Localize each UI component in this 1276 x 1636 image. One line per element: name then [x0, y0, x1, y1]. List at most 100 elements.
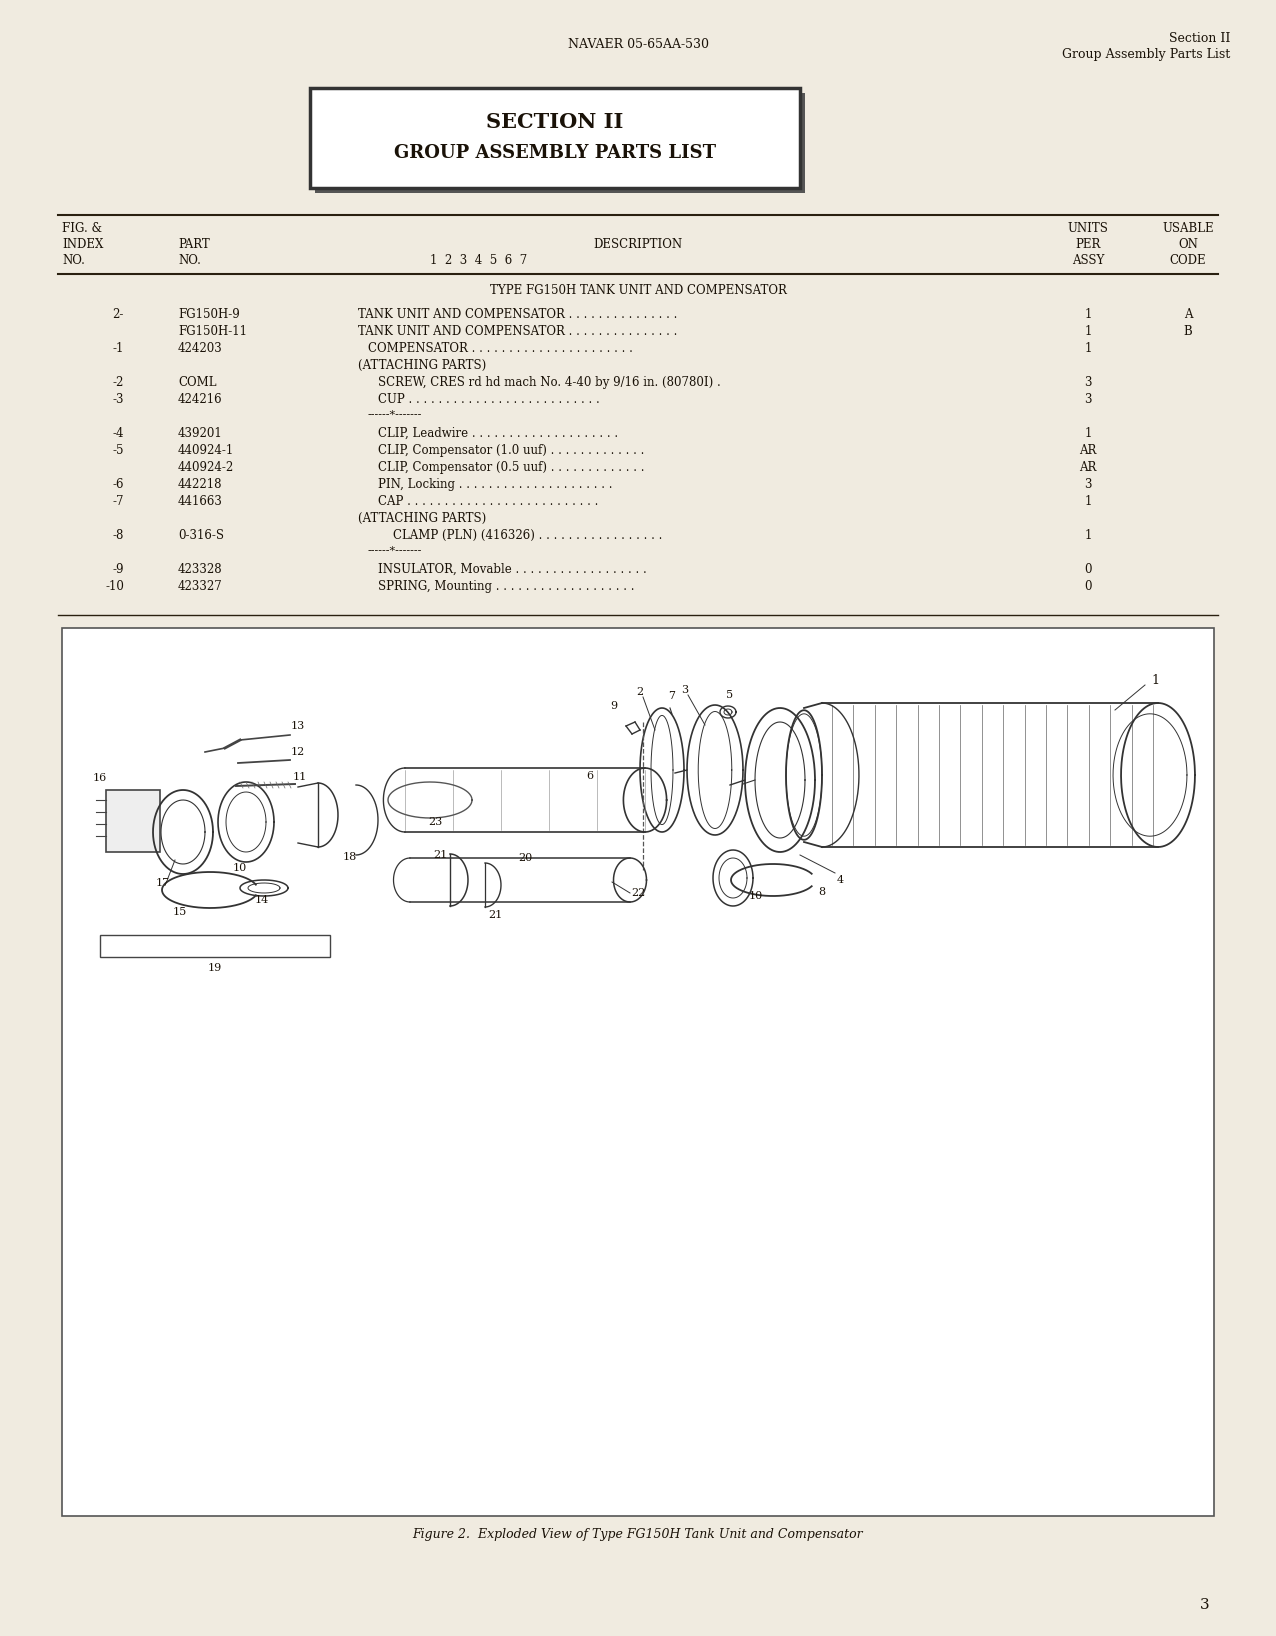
- Text: 2: 2: [637, 687, 643, 697]
- Bar: [100, 936, 330, 957]
- Text: 440924-1: 440924-1: [177, 443, 235, 456]
- Text: 1  2  3  4  5  6  7: 1 2 3 4 5 6 7: [430, 254, 527, 267]
- Text: NO.: NO.: [63, 254, 85, 267]
- Text: 0: 0: [1085, 563, 1092, 576]
- Text: CAP . . . . . . . . . . . . . . . . . . . . . . . . . .: CAP . . . . . . . . . . . . . . . . . . …: [378, 496, 598, 509]
- Text: FIG. &: FIG. &: [63, 222, 102, 236]
- Text: 21: 21: [433, 851, 447, 861]
- Text: -4: -4: [112, 427, 124, 440]
- Text: -8: -8: [112, 528, 124, 542]
- Text: 11: 11: [293, 772, 308, 782]
- Text: TANK UNIT AND COMPENSATOR . . . . . . . . . . . . . . .: TANK UNIT AND COMPENSATOR . . . . . . . …: [359, 308, 678, 321]
- Text: 423328: 423328: [177, 563, 222, 576]
- Text: 10: 10: [234, 864, 248, 874]
- Text: -9: -9: [112, 563, 124, 576]
- Text: 6: 6: [587, 771, 593, 780]
- Text: FG150H-11: FG150H-11: [177, 326, 248, 339]
- Text: INSULATOR, Movable . . . . . . . . . . . . . . . . . .: INSULATOR, Movable . . . . . . . . . . .…: [378, 563, 647, 576]
- Bar: [310, 88, 800, 188]
- Text: AR: AR: [1079, 461, 1096, 474]
- Text: 22: 22: [630, 888, 646, 898]
- Circle shape: [600, 872, 610, 885]
- Text: 3: 3: [1085, 478, 1092, 491]
- Text: TYPE FG150H TANK UNIT AND COMPENSATOR: TYPE FG150H TANK UNIT AND COMPENSATOR: [490, 285, 786, 298]
- Text: UNITS: UNITS: [1068, 222, 1109, 236]
- Text: 1: 1: [1085, 342, 1092, 355]
- Bar: [106, 790, 160, 852]
- Text: 3: 3: [681, 685, 689, 695]
- Text: CODE: CODE: [1170, 254, 1206, 267]
- Text: 23: 23: [427, 816, 441, 828]
- Text: TANK UNIT AND COMPENSATOR . . . . . . . . . . . . . . .: TANK UNIT AND COMPENSATOR . . . . . . . …: [359, 326, 678, 339]
- Text: 5: 5: [726, 690, 734, 700]
- Circle shape: [667, 708, 678, 720]
- Text: 15: 15: [172, 906, 188, 918]
- Text: NO.: NO.: [177, 254, 200, 267]
- Text: PER: PER: [1076, 237, 1101, 250]
- Text: -10: -10: [105, 581, 124, 592]
- Text: CUP . . . . . . . . . . . . . . . . . . . . . . . . . .: CUP . . . . . . . . . . . . . . . . . . …: [378, 393, 600, 406]
- Bar: [63, 628, 1213, 1517]
- Text: -2: -2: [112, 376, 124, 389]
- Text: 13: 13: [291, 721, 305, 731]
- Bar: [315, 93, 805, 193]
- Text: DESCRIPTION: DESCRIPTION: [593, 237, 683, 250]
- Text: CLIP, Leadwire . . . . . . . . . . . . . . . . . . . .: CLIP, Leadwire . . . . . . . . . . . . .…: [378, 427, 618, 440]
- Text: COML: COML: [177, 376, 217, 389]
- Text: ON: ON: [1178, 237, 1198, 250]
- Text: 3: 3: [1085, 376, 1092, 389]
- Text: ASSY: ASSY: [1072, 254, 1104, 267]
- Text: 7: 7: [669, 690, 675, 700]
- Text: 424216: 424216: [177, 393, 222, 406]
- Text: 19: 19: [208, 964, 222, 973]
- Text: 18: 18: [343, 852, 357, 862]
- Text: 16: 16: [93, 772, 107, 784]
- Text: CLIP, Compensator (0.5 uuf) . . . . . . . . . . . . .: CLIP, Compensator (0.5 uuf) . . . . . . …: [378, 461, 644, 474]
- Text: 0-316-S: 0-316-S: [177, 528, 225, 542]
- Text: 21: 21: [487, 910, 503, 919]
- Text: 440924-2: 440924-2: [177, 461, 235, 474]
- Text: 0: 0: [1085, 581, 1092, 592]
- Text: PIN, Locking . . . . . . . . . . . . . . . . . . . . .: PIN, Locking . . . . . . . . . . . . . .…: [378, 478, 612, 491]
- Text: PART: PART: [177, 237, 209, 250]
- Text: USABLE: USABLE: [1162, 222, 1213, 236]
- Text: 1: 1: [1085, 427, 1092, 440]
- Text: 424203: 424203: [177, 342, 223, 355]
- Text: 12: 12: [291, 748, 305, 757]
- Text: -7: -7: [112, 496, 124, 509]
- Circle shape: [202, 744, 209, 756]
- Text: 2-: 2-: [112, 308, 124, 321]
- Text: -6: -6: [112, 478, 124, 491]
- Text: ------*-------: ------*-------: [367, 546, 422, 556]
- Text: Figure 2.  Exploded View of Type FG150H Tank Unit and Compensator: Figure 2. Exploded View of Type FG150H T…: [412, 1528, 864, 1541]
- Text: Section II: Section II: [1169, 33, 1230, 46]
- Text: ------*-------: ------*-------: [367, 411, 422, 420]
- Text: SPRING, Mounting . . . . . . . . . . . . . . . . . . .: SPRING, Mounting . . . . . . . . . . . .…: [378, 581, 634, 592]
- Circle shape: [721, 703, 735, 721]
- Text: INDEX: INDEX: [63, 237, 103, 250]
- Text: 1: 1: [1085, 326, 1092, 339]
- Text: A: A: [1184, 308, 1192, 321]
- Text: 439201: 439201: [177, 427, 223, 440]
- Text: -1: -1: [112, 342, 124, 355]
- Text: CLIP, Compensator (1.0 uuf) . . . . . . . . . . . . .: CLIP, Compensator (1.0 uuf) . . . . . . …: [378, 443, 644, 456]
- Text: 1: 1: [1085, 308, 1092, 321]
- Text: COMPENSATOR . . . . . . . . . . . . . . . . . . . . . .: COMPENSATOR . . . . . . . . . . . . . . …: [367, 342, 633, 355]
- Text: 17: 17: [156, 879, 170, 888]
- Text: 441663: 441663: [177, 496, 223, 509]
- Circle shape: [211, 753, 216, 759]
- Text: SCREW, CRES rd hd mach No. 4-40 by 9/16 in. (80780I) .: SCREW, CRES rd hd mach No. 4-40 by 9/16 …: [378, 376, 721, 389]
- Text: (ATTACHING PARTS): (ATTACHING PARTS): [359, 358, 486, 371]
- Text: 4: 4: [837, 875, 843, 885]
- Text: B: B: [1184, 326, 1192, 339]
- Text: 423327: 423327: [177, 581, 223, 592]
- Text: CLAMP (PLN) (416326) . . . . . . . . . . . . . . . . .: CLAMP (PLN) (416326) . . . . . . . . . .…: [393, 528, 662, 542]
- Text: 1: 1: [1085, 528, 1092, 542]
- Text: NAVAER 05-65AA-530: NAVAER 05-65AA-530: [568, 38, 708, 51]
- Text: 442218: 442218: [177, 478, 222, 491]
- Text: (ATTACHING PARTS): (ATTACHING PARTS): [359, 512, 486, 525]
- Text: Group Assembly Parts List: Group Assembly Parts List: [1062, 47, 1230, 61]
- Text: -3: -3: [112, 393, 124, 406]
- Text: 9: 9: [610, 700, 618, 712]
- Text: 14: 14: [255, 895, 269, 905]
